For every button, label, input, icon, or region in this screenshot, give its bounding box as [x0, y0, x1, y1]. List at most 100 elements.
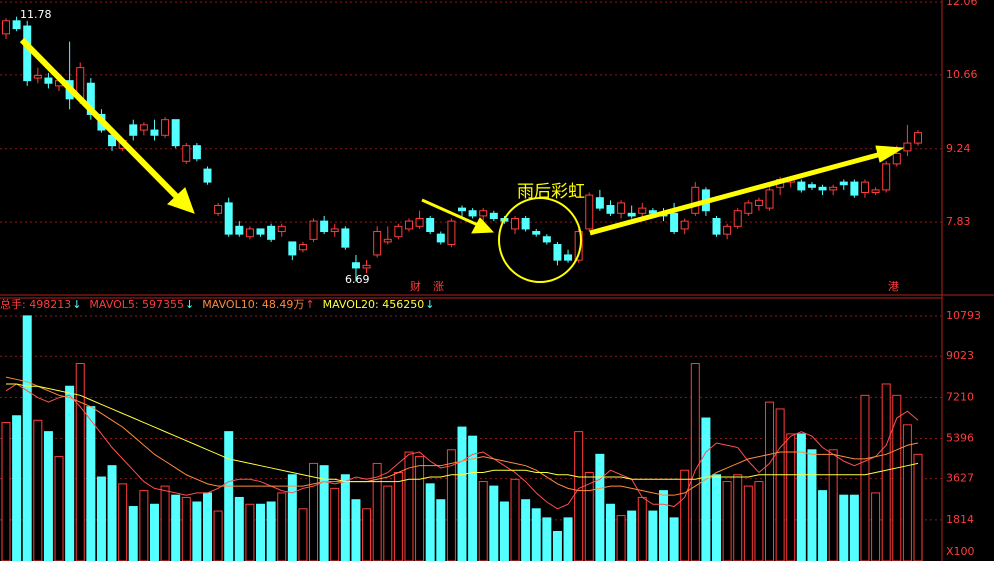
volume-bar	[637, 496, 647, 561]
volume-bar	[574, 431, 584, 561]
volume-panel	[1, 315, 923, 561]
highlight-circle	[498, 197, 582, 283]
candle-body	[330, 228, 339, 233]
candle-body	[267, 225, 276, 240]
candle-body	[320, 220, 329, 233]
candle-body	[12, 20, 21, 30]
y-tick-label: 3627	[946, 472, 974, 485]
candle-body	[712, 218, 721, 235]
candle-body	[892, 152, 901, 165]
candle-body	[351, 262, 360, 269]
volume-bar	[160, 485, 170, 561]
volume-bar	[839, 494, 849, 561]
volume-bar	[807, 449, 817, 561]
volume-bar	[701, 417, 711, 561]
volume-bar	[118, 483, 128, 561]
volume-bar	[521, 499, 531, 561]
candle-body	[807, 184, 816, 188]
candle-body	[362, 264, 371, 269]
legend-arrow: ↓	[72, 298, 81, 311]
candle-body	[129, 124, 138, 136]
volume-bar	[531, 508, 541, 561]
candle-body	[415, 218, 424, 227]
volume-bar	[12, 415, 22, 561]
event-marker: 涨	[433, 280, 444, 293]
candle-body	[574, 231, 583, 261]
arrow-shaft	[589, 150, 886, 236]
candle-body	[754, 199, 763, 207]
candle-body	[744, 202, 753, 214]
candle-body	[680, 220, 689, 230]
volume-bar	[658, 490, 668, 561]
candle-body	[139, 124, 148, 131]
arrow-head	[167, 187, 195, 214]
candle-body	[394, 225, 403, 238]
candle-body	[882, 163, 891, 191]
volume-bar	[712, 474, 722, 561]
candle-body	[86, 82, 95, 115]
volume-bar	[552, 530, 562, 561]
candle-body	[373, 231, 382, 256]
legend-label: MAVOL5: 597355	[89, 298, 184, 311]
volume-bar	[775, 408, 785, 561]
volume-bar	[415, 456, 425, 561]
event-marker: 财	[410, 279, 421, 293]
y-tick-label: 7210	[946, 390, 974, 403]
y-tick-label: 10793	[946, 309, 981, 322]
candle-body	[595, 197, 604, 209]
candle-body	[670, 212, 679, 233]
volume-bar	[96, 476, 106, 561]
high-label: 11.78	[20, 8, 52, 21]
volume-bar	[171, 494, 181, 561]
candle-body	[638, 207, 647, 214]
volume-bar	[680, 469, 690, 561]
legend-arrow: ↓	[425, 298, 434, 311]
volume-bar	[192, 501, 202, 561]
volume-bar	[892, 394, 902, 561]
volume-bar	[107, 465, 117, 561]
arrow-shaft	[421, 198, 479, 227]
candle-body	[860, 181, 869, 194]
candle-body	[511, 218, 520, 230]
candle-body	[691, 186, 700, 214]
volume-bar	[65, 385, 75, 561]
candle-body	[23, 25, 32, 82]
volume-bar	[1, 422, 11, 561]
volume-bar	[616, 515, 626, 561]
trend-arrows	[19, 37, 905, 236]
volume-bar	[605, 503, 615, 561]
candle-body	[44, 77, 53, 84]
volume-bar	[436, 499, 446, 561]
y-tick-label: 5396	[946, 432, 974, 445]
candle-body	[171, 119, 180, 147]
candle-body	[627, 212, 636, 217]
ma-line	[5, 376, 919, 496]
ma-line	[6, 383, 919, 483]
volume-bar	[871, 492, 881, 561]
candle-body	[617, 202, 626, 214]
y-tick-label: 9.24	[946, 142, 971, 155]
candle-body	[850, 181, 859, 196]
y-tick-label: X100	[946, 545, 975, 558]
volume-bar	[298, 508, 308, 561]
volume-bar	[340, 474, 350, 561]
candle-body	[426, 218, 435, 233]
candle-body	[341, 228, 350, 248]
volume-bar	[202, 492, 212, 561]
candle-body	[914, 132, 922, 144]
candle-body	[489, 212, 498, 220]
volume-bar	[224, 431, 234, 561]
volume-bar	[743, 485, 753, 561]
candle-body	[532, 231, 541, 235]
candle-body	[648, 210, 657, 214]
candle-body	[203, 168, 212, 183]
volume-bar	[669, 517, 679, 561]
volume-bar	[139, 490, 149, 561]
volume-bar	[213, 510, 223, 561]
volume-bar	[128, 506, 138, 561]
volume-bar	[86, 406, 96, 561]
candle-body	[404, 220, 413, 230]
arrow-head	[471, 217, 495, 234]
volume-bar	[468, 435, 478, 561]
candle-body	[256, 228, 265, 235]
